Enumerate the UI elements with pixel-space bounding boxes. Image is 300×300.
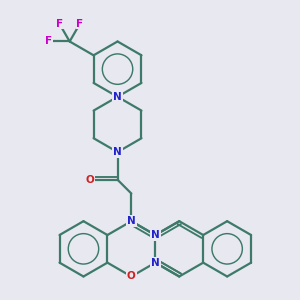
Text: F: F [45, 37, 52, 46]
Text: O: O [127, 272, 136, 281]
Text: N: N [151, 258, 160, 268]
Text: N: N [151, 230, 160, 240]
Text: F: F [56, 19, 63, 28]
Text: F: F [76, 19, 84, 28]
Text: N: N [113, 92, 122, 102]
Text: N: N [127, 216, 136, 226]
Text: N: N [113, 147, 122, 157]
Text: O: O [85, 175, 94, 185]
